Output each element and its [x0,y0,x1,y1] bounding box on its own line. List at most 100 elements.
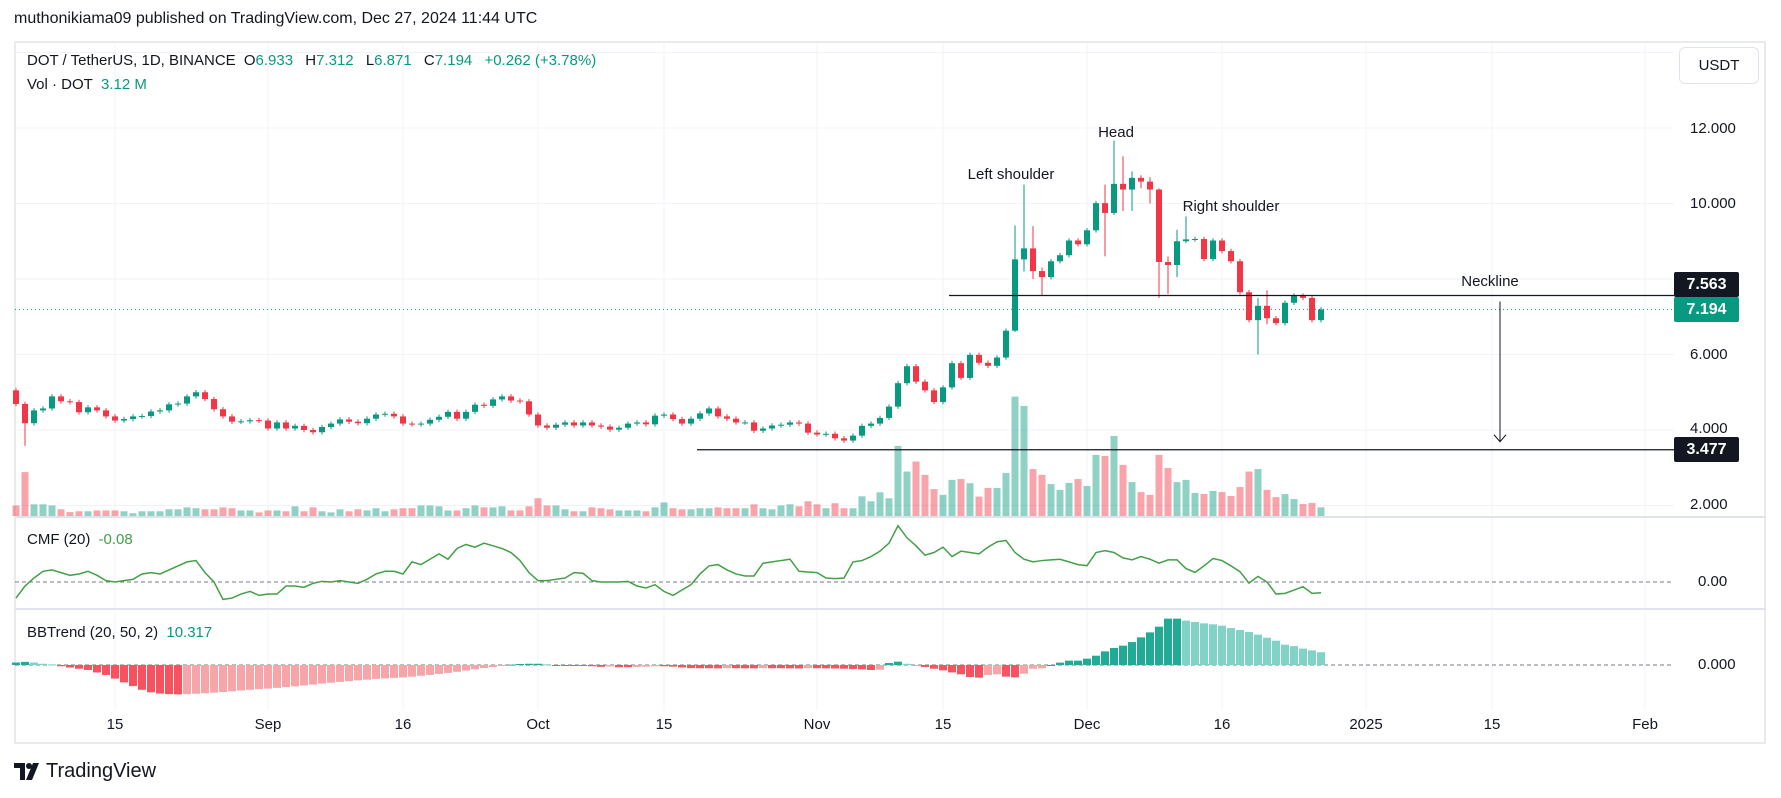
bbtrend-bar [732,665,740,669]
volume-bar [903,471,911,516]
candle-body [76,402,82,413]
cmf-value: -0.08 [98,531,133,548]
arrow-head-icon [1493,434,1507,443]
bbtrend-legend[interactable]: BBTrend (20, 50, 2) 10.317 [27,624,216,641]
bbtrend-bar [462,665,470,671]
bbtrend-bar [336,665,344,682]
candle-body [940,387,946,403]
candle-body [319,426,325,433]
volume-bar [480,507,488,516]
volume-bar [354,509,362,516]
bbtrend-label: BBTrend (20, 50, 2) [27,624,159,641]
bbtrend-bar [678,665,686,668]
candle-body [40,408,46,411]
candle-body [193,392,199,397]
bbtrend-bar [201,665,209,694]
bbtrend-bar [435,665,443,674]
volume-bar [1128,482,1136,516]
bbtrend-bar [597,665,605,667]
publisher-line: muthonikiama09 published on TradingView.… [14,10,538,27]
volume-bar [183,507,191,516]
bbtrend-bar [840,665,848,669]
bbtrend-bar [795,665,803,669]
bbtrend-bar [1002,665,1010,677]
open-label: O [243,52,256,69]
bbtrend-bar [1074,660,1082,665]
bbtrend-bar [1218,625,1226,665]
left-shoulder-label[interactable]: Left shoulder [967,166,1055,183]
bbtrend-bar [696,665,704,669]
candle-body [625,423,631,428]
bbtrend-bar [1173,618,1181,665]
neckline-label[interactable]: Neckline [1461,273,1519,290]
volume-bar [1245,471,1253,516]
tradingview-logo[interactable]: TradingView [14,760,156,783]
volume-bar [1191,492,1199,516]
volume-bar [327,512,335,516]
volume-bar [372,508,380,516]
volume-bar [858,496,866,516]
candle-body [166,404,172,411]
volume-bar [696,508,704,516]
volume-legend[interactable]: Vol · DOT 3.12 M [27,76,151,93]
bbtrend-bar [993,665,1001,675]
bbtrend-bar [318,665,326,684]
bbtrend-bar [624,665,632,668]
close-value: C7.194 [424,52,476,69]
brand-name: TradingView [46,760,157,782]
candle-body [364,418,370,424]
bbtrend-bar [399,665,407,678]
volume-bar [930,489,938,516]
bbtrend-bar [822,665,830,669]
cmf-zero-tick: 0.00 [1698,573,1728,590]
bbtrend-bar [507,664,515,666]
volume-bar [210,509,218,516]
candle-body [805,423,811,433]
bbtrend-bar [1137,637,1145,665]
bbtrend-bar [543,664,551,666]
candle-body [283,422,289,429]
candle-body [274,422,280,429]
volume-bar [804,501,812,516]
volume-bar [345,511,353,516]
candle-body [976,354,982,363]
bbtrend-bar [1038,665,1046,669]
volume-bar [111,510,119,516]
candle-body [184,396,190,404]
cmf-legend[interactable]: CMF (20) -0.08 [27,531,137,548]
bbtrend-bar [633,665,641,667]
cmf-line [15,524,1322,601]
volume-bar [12,505,20,516]
bbtrend-bar [687,665,695,669]
right-shoulder-label[interactable]: Right shoulder [1182,198,1280,215]
candle-body [31,410,37,424]
candle-body [1219,240,1225,252]
symbol-legend[interactable]: DOT / TetherUS, 1D, BINANCE O6.933 H7.31… [27,52,600,69]
volume-bar [831,503,839,516]
volume-bar [363,510,371,516]
candle-body [679,419,685,424]
bbtrend-bar [516,664,524,666]
head-label[interactable]: Head [1098,124,1134,141]
volume-bar [1317,507,1325,516]
bbtrend-bar [723,665,731,669]
candle-body [733,418,739,423]
volume-bar [1092,454,1100,516]
volume-bar [498,506,506,516]
bbtrend-bar [444,665,452,673]
currency-button[interactable]: USDT [1679,47,1759,84]
volume-bar [759,508,767,516]
bbtrend-bar [471,665,479,670]
candle-body [1075,240,1081,245]
bbtrend-bar [165,665,173,695]
volume-bar [984,487,992,516]
volume-bar [660,502,668,516]
bbtrend-zero-tick: 0.000 [1698,656,1736,673]
volume-bar [714,507,722,516]
candle-body [139,416,145,418]
candle-body [1246,292,1252,321]
low-value: L6.871 [366,52,416,69]
candle-body [1282,302,1288,324]
bbtrend-bar [714,665,722,669]
